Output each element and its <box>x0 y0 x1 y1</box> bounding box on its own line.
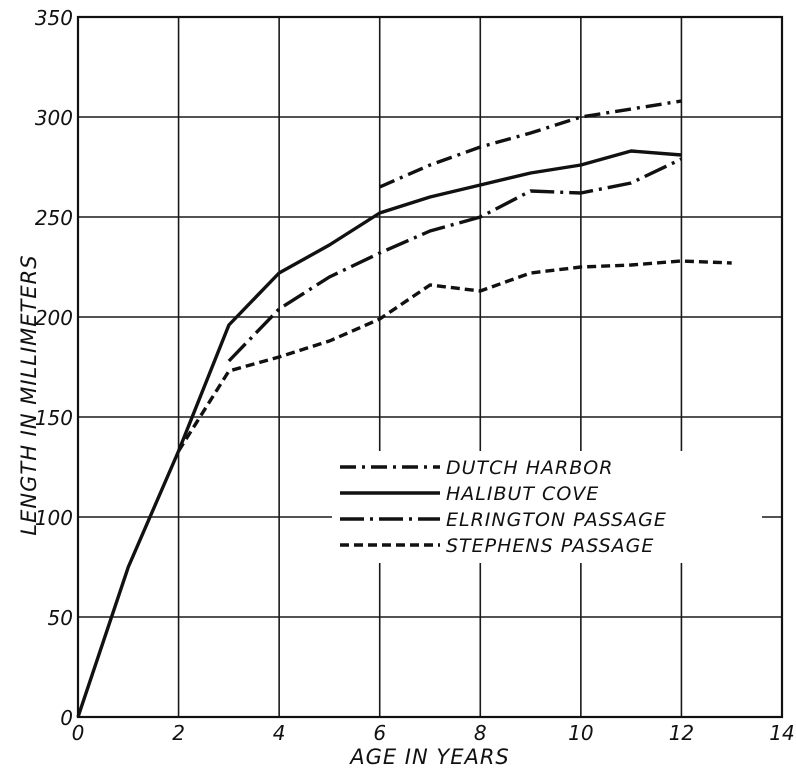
x-tick-label-0: 0 <box>72 721 85 745</box>
x-tick-label-4: 4 <box>273 721 286 745</box>
plot-border <box>76 15 784 719</box>
y-tick-label-250: 250 <box>35 206 73 230</box>
x-tick-labels: 0 2 4 6 8 10 12 14 <box>72 721 795 745</box>
legend-label-elrington-passage: ELRINGTON PASSAGE <box>446 509 667 531</box>
series-line-stephens-passage <box>177 259 732 452</box>
x-tick-label-12: 12 <box>669 721 694 745</box>
y-tick-label-50: 50 <box>48 606 73 630</box>
legend: DUTCH HARBOR HALIBUT COVE ELRINGTON PASSAG… <box>332 451 762 563</box>
legend-label-dutch-harbor: DUTCH HARBOR <box>446 457 613 479</box>
y-tick-label-300: 300 <box>35 106 73 130</box>
y-tick-label-150: 150 <box>35 406 73 430</box>
y-tick-label-200: 200 <box>35 306 73 330</box>
x-tick-label-8: 8 <box>474 721 487 745</box>
plot-frame <box>76 15 784 719</box>
y-tick-labels: 0 50 100 150 200 250 300 350 <box>35 6 73 730</box>
legend-label-stephens-passage: STEPHENS PASSAGE <box>446 535 654 557</box>
grid-lines <box>77 16 783 718</box>
legend-label-halibut-cove: HALIBUT COVE <box>446 483 599 505</box>
x-tick-label-10: 10 <box>568 721 593 745</box>
x-tick-label-6: 6 <box>373 721 386 745</box>
x-tick-label-2: 2 <box>172 721 185 745</box>
y-tick-label-350: 350 <box>35 6 73 30</box>
series-line-dutch-harbor <box>379 99 682 189</box>
x-tick-label-14: 14 <box>769 721 794 745</box>
y-tick-label-0: 0 <box>60 706 73 730</box>
y-tick-label-100: 100 <box>35 506 73 530</box>
series-lines <box>76 99 732 718</box>
y-axis-label: LENGTH IN MILLIMETERS <box>17 254 41 535</box>
x-axis-label: AGE IN YEARS <box>348 745 510 769</box>
